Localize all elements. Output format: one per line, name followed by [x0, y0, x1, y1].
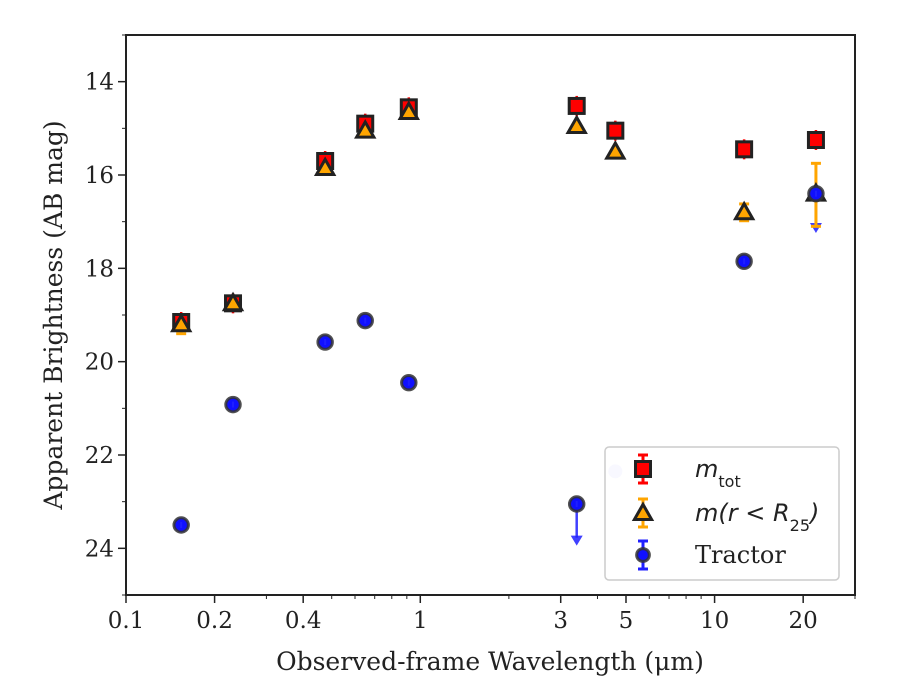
x-tick-label: 10 [700, 608, 729, 634]
legend-mr25-marker [631, 501, 655, 521]
mr25-point [354, 119, 377, 139]
y-tick-label: 14 [85, 70, 114, 96]
tractor-point [224, 395, 242, 414]
legend-tractor-marker [635, 547, 651, 563]
mr25-point [169, 312, 193, 333]
legend-mtot-label: mtot [695, 455, 741, 491]
x-tick-label: 3 [553, 608, 568, 634]
y-axis-label: Apparent Brightness (AB mag) [39, 120, 68, 510]
mtot-point [806, 130, 825, 150]
mtot-marker [806, 131, 825, 149]
tractor-point [172, 516, 190, 534]
mr25-point [221, 291, 245, 312]
x-tick-label: 0.1 [108, 608, 145, 634]
mr25-point [732, 200, 756, 221]
tractor-point [400, 373, 418, 392]
x-tick-label: 0.4 [285, 608, 322, 634]
mtot-marker [735, 140, 754, 159]
axes: 0.1 0.2 0.4 1 3 5 10 20 14 16 18 20 22 24 [85, 34, 856, 634]
x-tick-label: 5 [619, 608, 634, 634]
legend-mtot-marker [634, 460, 652, 478]
y-tick-label: 16 [85, 163, 114, 189]
mr25-point [604, 140, 627, 160]
tractor-point [356, 311, 374, 330]
y-tick-label: 18 [85, 256, 114, 282]
tractor-upper-limit-arrow-head [570, 535, 583, 546]
mtot-marker [567, 96, 586, 115]
x-tick-label: 0.2 [196, 608, 233, 634]
mr25-point [313, 156, 337, 176]
x-axis-label: Observed-frame Wavelength (μm) [276, 647, 704, 676]
tractor-point [567, 495, 586, 513]
mr25-point [565, 114, 588, 134]
mtot-point [735, 139, 754, 160]
y-tick-label: 22 [85, 443, 114, 469]
x-tick-label: 1 [413, 608, 428, 634]
legend: mtot m(r < R25) Tractor [604, 446, 840, 581]
legend-box [604, 446, 840, 581]
mr25-point [397, 100, 421, 120]
tractor-point [735, 252, 753, 271]
mtot-point [606, 120, 625, 141]
y-tick-label: 20 [85, 350, 114, 376]
tractor-point [807, 184, 825, 203]
mtot-point [567, 95, 586, 116]
mtot-marker [606, 121, 625, 140]
y-tick-label: 24 [85, 536, 114, 562]
x-tick-label: 20 [789, 608, 818, 634]
legend-tractor-label: Tractor [695, 541, 786, 569]
tractor-point [316, 333, 334, 351]
legend-mr25-label: m(r < R25) [695, 499, 819, 535]
